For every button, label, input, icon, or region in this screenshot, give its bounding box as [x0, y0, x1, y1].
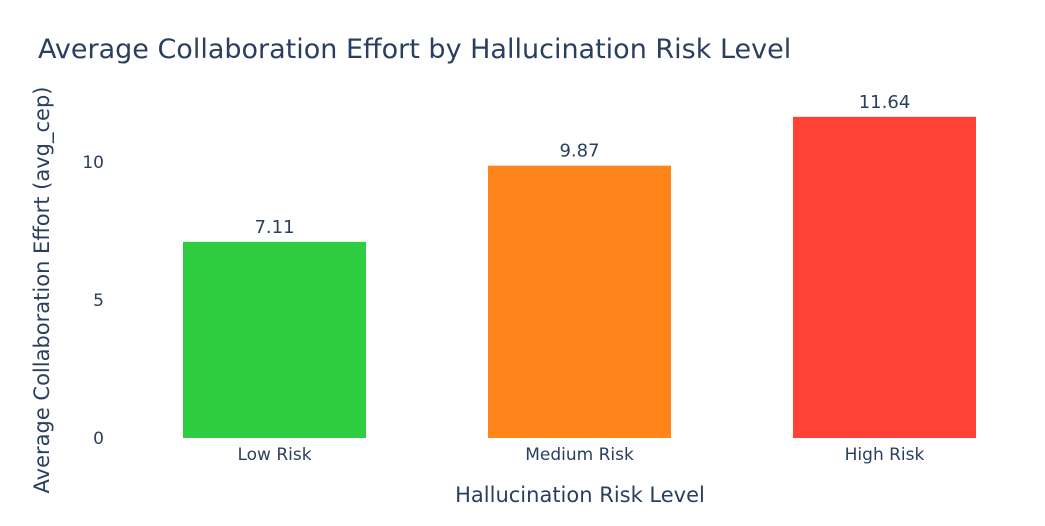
chart-title: Average Collaboration Effort by Hallucin… [38, 34, 791, 65]
y-tick-label: 5 [93, 291, 104, 311]
x-axis-title: Hallucination Risk Level [455, 483, 705, 507]
bar-value-label: 7.11 [254, 217, 294, 238]
bars-group [183, 116, 976, 438]
y-axis-ticks: 0 5 10 [82, 153, 104, 449]
y-tick-label: 0 [93, 429, 104, 449]
bar-value-label: 11.64 [859, 92, 911, 113]
y-tick-label: 10 [82, 153, 104, 173]
bar-value-label: 9.87 [559, 141, 599, 162]
x-tick-label: Low Risk [237, 445, 311, 465]
x-tick-label: Medium Risk [525, 445, 634, 465]
y-axis-title: Average Collaboration Effort (avg_cep) [30, 87, 55, 494]
bar[interactable] [793, 116, 976, 438]
bar-value-labels: 7.11 9.87 11.64 [254, 92, 910, 238]
bar[interactable] [488, 165, 671, 438]
bar[interactable] [183, 241, 366, 438]
x-tick-label: High Risk [845, 445, 925, 465]
x-axis-ticks: Low Risk Medium Risk High Risk [237, 445, 924, 465]
